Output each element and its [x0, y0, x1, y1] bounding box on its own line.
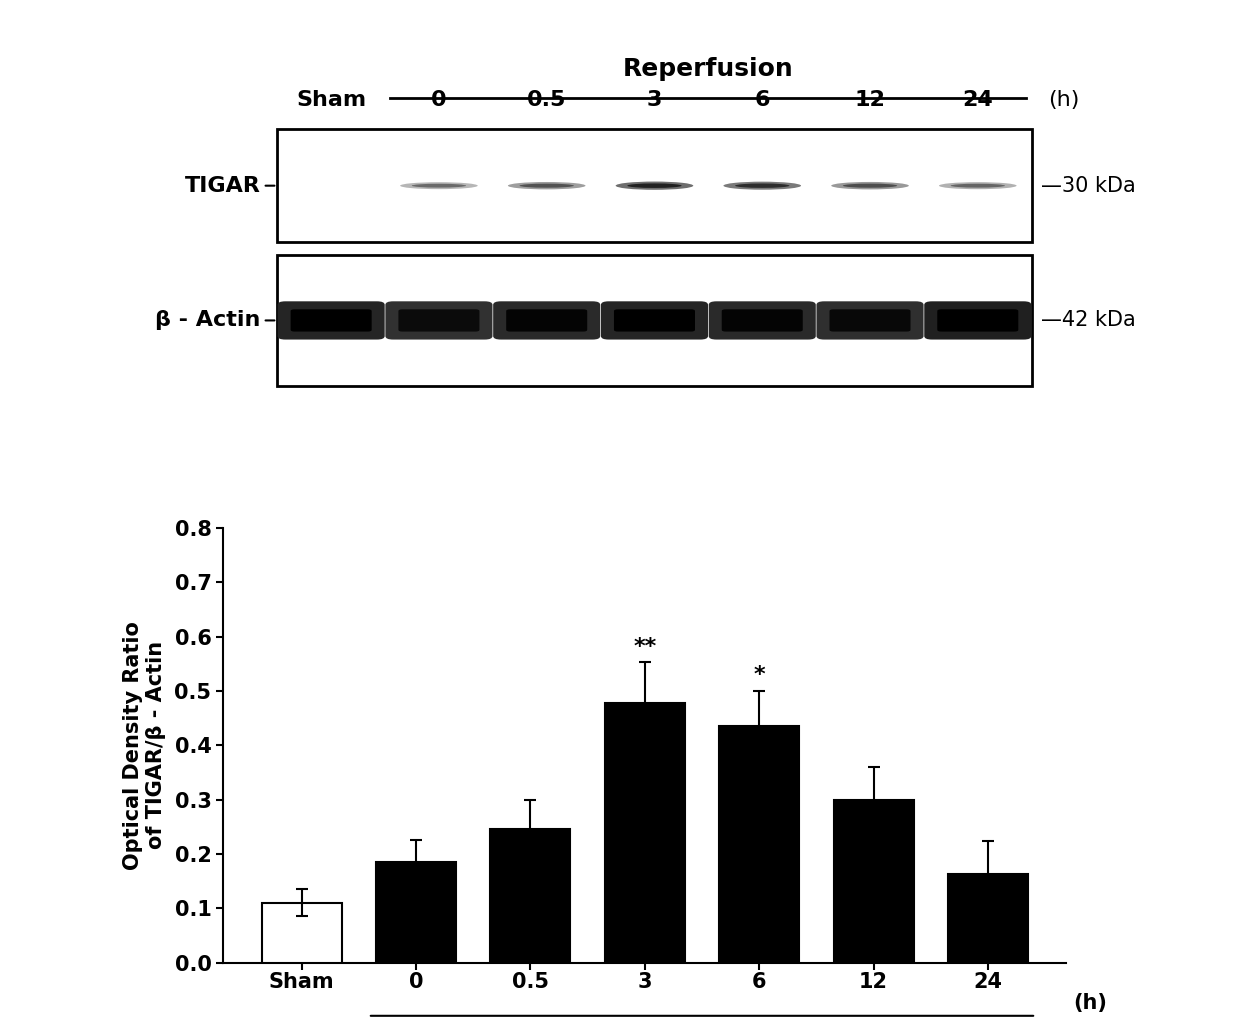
- Bar: [376, 862, 456, 963]
- Ellipse shape: [843, 183, 898, 187]
- Bar: [833, 799, 914, 963]
- FancyBboxPatch shape: [506, 309, 588, 331]
- Text: (h): (h): [1074, 994, 1107, 1013]
- Text: Sham: Sham: [296, 90, 366, 110]
- Bar: [949, 874, 1028, 963]
- Ellipse shape: [831, 182, 909, 189]
- Text: —30 kDa: —30 kDa: [1042, 176, 1136, 196]
- Bar: [490, 829, 570, 963]
- FancyBboxPatch shape: [830, 309, 910, 331]
- FancyBboxPatch shape: [816, 301, 924, 339]
- FancyBboxPatch shape: [494, 301, 600, 339]
- Text: 12: 12: [854, 90, 885, 110]
- Bar: [262, 903, 341, 963]
- Text: 0: 0: [432, 90, 446, 110]
- Text: Reperfusion: Reperfusion: [622, 57, 794, 82]
- Ellipse shape: [508, 182, 585, 189]
- Text: 24: 24: [962, 90, 993, 110]
- Ellipse shape: [939, 182, 1017, 189]
- Ellipse shape: [412, 184, 466, 187]
- Ellipse shape: [401, 182, 477, 189]
- Text: —42 kDa: —42 kDa: [1042, 310, 1136, 330]
- Ellipse shape: [723, 182, 801, 189]
- FancyBboxPatch shape: [601, 301, 708, 339]
- Ellipse shape: [951, 184, 1004, 187]
- Ellipse shape: [616, 181, 693, 189]
- Bar: [605, 703, 684, 963]
- FancyBboxPatch shape: [386, 301, 492, 339]
- FancyBboxPatch shape: [722, 309, 802, 331]
- Text: β - Actin: β - Actin: [155, 310, 260, 330]
- FancyBboxPatch shape: [290, 309, 372, 331]
- Ellipse shape: [627, 183, 682, 188]
- Ellipse shape: [735, 183, 790, 188]
- FancyBboxPatch shape: [924, 301, 1032, 339]
- Text: (h): (h): [1048, 90, 1079, 110]
- FancyBboxPatch shape: [937, 309, 1018, 331]
- Text: 6: 6: [754, 90, 770, 110]
- Text: **: **: [634, 637, 656, 656]
- Text: 3: 3: [647, 90, 662, 110]
- FancyBboxPatch shape: [278, 301, 384, 339]
- FancyBboxPatch shape: [398, 309, 480, 331]
- Bar: [278, 129, 1032, 242]
- Ellipse shape: [520, 183, 574, 187]
- Text: *: *: [754, 666, 765, 685]
- FancyBboxPatch shape: [614, 309, 694, 331]
- Bar: [719, 727, 800, 963]
- Y-axis label: Optical Density Ratio
of TIGAR/β - Actin: Optical Density Ratio of TIGAR/β - Actin: [123, 621, 166, 869]
- Bar: [278, 256, 1032, 386]
- Text: 0.5: 0.5: [527, 90, 567, 110]
- FancyBboxPatch shape: [709, 301, 816, 339]
- Text: TIGAR: TIGAR: [185, 176, 260, 196]
